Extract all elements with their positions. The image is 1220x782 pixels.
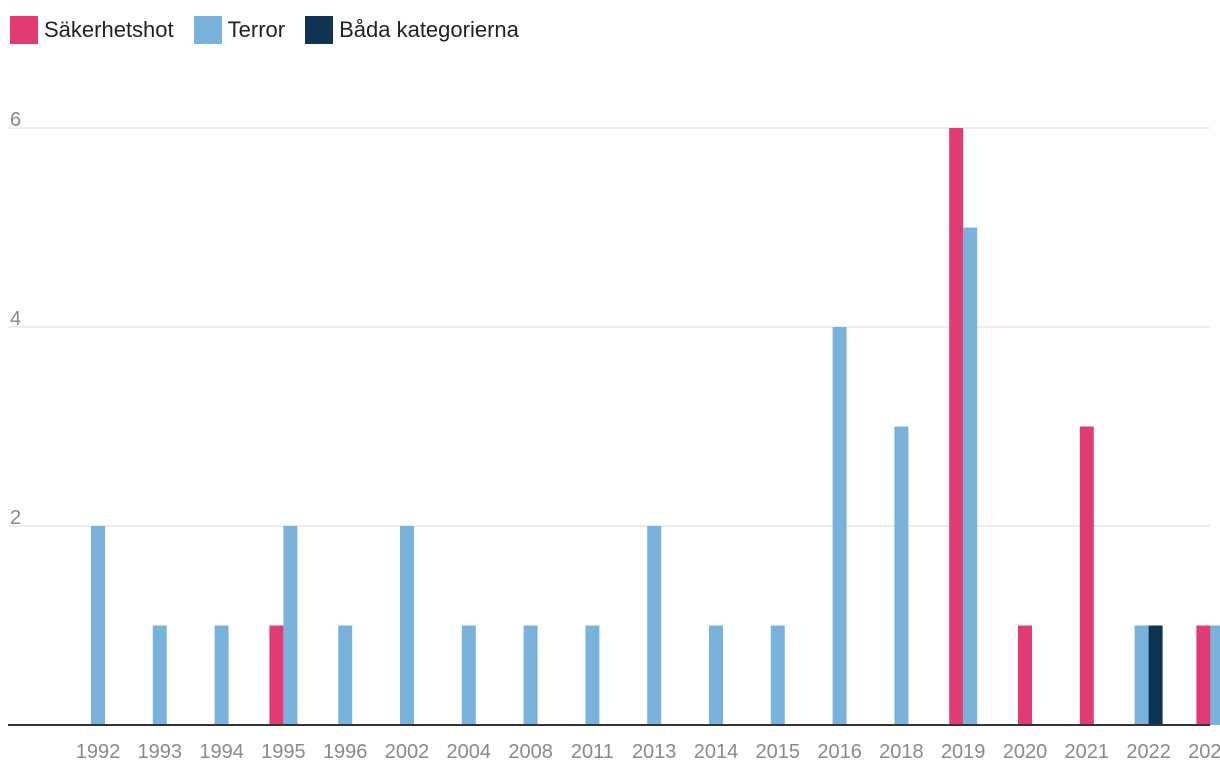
legend-item-sakerhetshot[interactable]: Säkerhetshot [10,16,174,44]
x-tick-label: 2014 [694,741,739,763]
legend-swatch-sakerhetshot [10,16,38,44]
x-tick-label: 2018 [879,741,924,763]
x-tick-label: 1995 [261,741,306,763]
bar-terror-2018 [894,426,909,725]
x-tick-label: 2013 [632,741,677,763]
x-tick-label: 2016 [817,741,862,763]
x-tick-label: 2008 [508,741,553,763]
bar-terror-1995 [283,526,298,725]
legend-item-bada-kategorierna[interactable]: Båda kategorierna [305,16,519,44]
legend-label-terror: Terror [227,17,286,42]
x-tick-label: 2020 [1003,741,1048,763]
x-tick-label: 1994 [199,741,244,763]
bar-terror-1993 [152,625,167,725]
legend-swatch-terror [193,16,222,44]
y-tick-label: 6 [10,109,21,131]
bar-terror-2013 [647,526,662,725]
legend-swatch-bada-kategorierna [305,16,334,44]
x-tick-label: 2004 [447,741,492,763]
bar-terror-2022 [1134,625,1149,725]
bar-terror-1992 [91,526,105,725]
x-tick-label: 2015 [756,741,801,763]
bar-terror-1996 [338,625,353,725]
legend-label-sakerhetshot: Säkerhetshot [44,17,174,42]
bar-terror-2014 [709,625,723,725]
x-tick-label: 2024 [1188,741,1220,763]
bar-terror-2016 [832,327,847,725]
x-tick-label: 1993 [138,741,183,763]
bar-b-da-kategorierna-2022 [1148,625,1163,725]
bar-s-kerhetshot-1995 [269,625,284,725]
bar-terror-1994 [214,625,229,725]
x-tick-label: 1992 [76,741,121,763]
x-tick-label: 2021 [1065,741,1110,763]
bar-terror-2008 [523,625,538,725]
x-tick-label: 2011 [571,741,614,763]
bar-s-kerhetshot-2021 [1079,426,1094,725]
x-tick-label: 2022 [1126,741,1171,763]
bar-s-kerhetshot-2024 [1196,625,1211,725]
y-tick-label: 4 [10,308,21,330]
x-tick-label: 2019 [941,741,986,763]
bar-s-kerhetshot-2019 [949,128,964,725]
legend-item-terror[interactable]: Terror [193,16,286,44]
bar-terror-2024 [1210,625,1220,725]
x-tick-label: 1996 [323,741,368,763]
bar-terror-2002 [400,526,414,725]
bar-terror-2004 [461,625,476,725]
bar-terror-2019 [963,227,978,725]
x-tick-label: 2002 [385,741,430,763]
chart-legend: Säkerhetshot Terror Båda kategorierna [10,14,539,46]
bar-terror-2011 [585,625,600,725]
bar-s-kerhetshot-2020 [1018,625,1032,725]
y-tick-label: 2 [10,507,21,529]
bar-terror-2015 [770,625,785,725]
legend-label-bada-kategorierna: Båda kategorierna [339,17,519,42]
